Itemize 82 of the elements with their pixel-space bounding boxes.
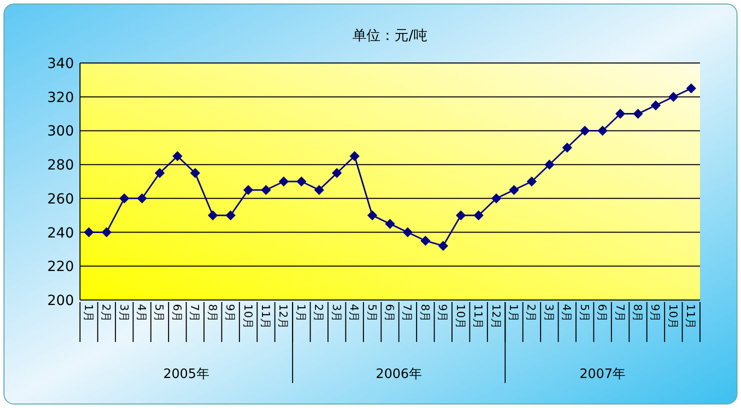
point [314, 184, 324, 195]
point [190, 168, 200, 178]
y-tick-label: 320 [47, 90, 74, 106]
x-tick-label: 12月 [276, 304, 290, 329]
x-tick-label: 9月 [436, 304, 450, 322]
point [633, 108, 643, 119]
point [474, 210, 484, 220]
text: 2005年 [163, 367, 210, 382]
point [686, 83, 696, 94]
x-tick-label: 2月 [312, 304, 326, 322]
point [367, 210, 378, 220]
point [172, 151, 182, 162]
text: 2007年 [580, 367, 626, 382]
x-tick-label: 5月 [365, 304, 378, 322]
y-tick-label: 300 [47, 124, 74, 140]
x-tick-label: 9月 [648, 304, 662, 322]
point [562, 142, 572, 153]
point [491, 193, 502, 204]
point [278, 176, 289, 186]
x-tick-label: 7月 [188, 304, 202, 322]
point [296, 176, 306, 186]
x-tick-label: 4月 [560, 304, 574, 322]
point [84, 227, 94, 238]
x-tick-label: 1月 [507, 304, 520, 322]
point [119, 193, 130, 204]
point [137, 193, 147, 204]
x-tick-label: 10月 [454, 304, 467, 329]
point [580, 126, 590, 136]
x-tick-label: 1月 [82, 304, 95, 322]
x-tick-label: 11月 [472, 304, 485, 329]
point [208, 210, 218, 220]
x-tick-label: 3月 [330, 304, 343, 322]
x-tick-label: 6月 [383, 304, 396, 322]
x-tick-label: 8月 [418, 304, 432, 322]
chart-title: 单位：元/吨 [352, 28, 428, 44]
x-tick-label: 8月 [631, 304, 644, 322]
y-tick-label: 260 [47, 191, 74, 208]
point [526, 176, 537, 186]
x-tick-label: 2月 [100, 304, 113, 322]
point [402, 227, 413, 238]
point [509, 184, 519, 195]
x-tick-label: 5月 [578, 304, 591, 322]
text: 2006年 [376, 367, 422, 382]
point [385, 218, 395, 229]
x-tick-label: 5月 [152, 304, 166, 322]
x-tick-label: 12月 [489, 304, 502, 329]
point [226, 210, 236, 220]
y-tick-label: 240 [47, 225, 74, 242]
point [438, 240, 448, 251]
x-tick-label: 1月 [294, 304, 308, 322]
x-tick-label: 10月 [666, 304, 680, 329]
x-tick-label: 11月 [259, 304, 272, 329]
point [102, 227, 112, 238]
x-tick-label: 3月 [117, 304, 130, 322]
x-tick-label: 2月 [524, 304, 538, 322]
point [420, 236, 430, 246]
y-tick-label: 200 [47, 293, 74, 309]
x-tick-label: 7月 [613, 304, 626, 322]
x-tick-label: 4月 [135, 304, 148, 322]
x-tick-label: 10月 [241, 304, 254, 329]
point [456, 210, 466, 220]
x-tick-label: 7月 [400, 304, 414, 322]
x-tick-label: 3月 [542, 304, 556, 322]
point [668, 92, 678, 102]
x-tick-label: 8月 [206, 304, 219, 322]
point [154, 168, 165, 178]
x-tick-label: 6月 [170, 304, 184, 322]
x-tick-label: 4月 [348, 304, 361, 322]
y-tick-label: 220 [47, 259, 74, 276]
point [598, 126, 608, 136]
x-tick-label: 9月 [224, 304, 237, 322]
point [261, 184, 271, 195]
point [650, 100, 661, 110]
x-tick-label: 11月 [684, 304, 698, 329]
point [615, 108, 626, 119]
point [332, 168, 342, 178]
y-tick-label: 340 [47, 56, 74, 72]
point [243, 184, 254, 195]
y-tick-label: 280 [47, 158, 74, 174]
x-tick-label: 6月 [596, 304, 609, 322]
point [544, 160, 554, 170]
point [350, 151, 360, 162]
